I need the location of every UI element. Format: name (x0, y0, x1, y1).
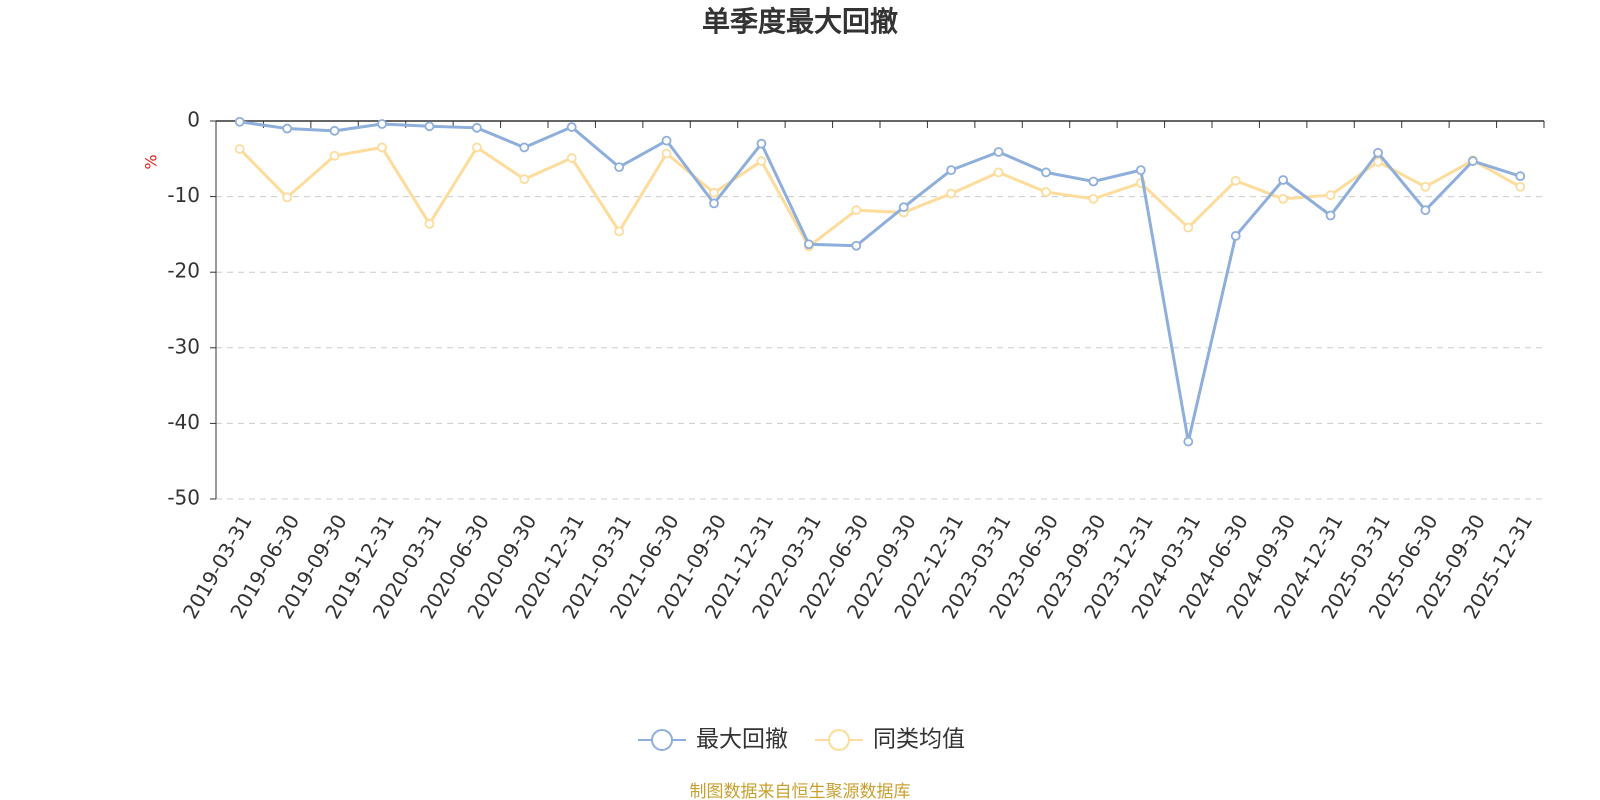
data-point (519, 142, 530, 153)
data-point (756, 138, 767, 149)
data-point (1325, 190, 1336, 200)
data-point (1515, 171, 1526, 182)
data-point (471, 142, 482, 153)
data-point (993, 167, 1004, 178)
y-tick-label: -50 (167, 486, 200, 510)
data-point (1515, 181, 1526, 192)
y-axis-label: % (142, 154, 161, 169)
data-point (709, 198, 719, 209)
legend-marker (651, 729, 673, 751)
data-point (566, 122, 577, 132)
chart-title: 单季度最大回撤 (702, 5, 898, 38)
data-point (1041, 187, 1051, 197)
y-tick-label: 0 (187, 108, 200, 132)
data-point (1373, 147, 1383, 158)
data-point (946, 165, 957, 176)
data-point (377, 142, 387, 153)
data-point (851, 205, 862, 216)
series-line (239, 120, 1521, 442)
y-tick-label: -30 (167, 334, 200, 358)
data-point (471, 122, 482, 133)
data-point (1420, 205, 1431, 216)
data-point (329, 125, 340, 136)
data-point (282, 123, 293, 134)
data-point (1467, 156, 1478, 166)
data-point (1183, 436, 1194, 447)
data-point (282, 192, 293, 203)
data-point (424, 218, 435, 229)
data-point (1325, 210, 1336, 221)
data-point (898, 202, 909, 213)
data-point (234, 116, 245, 127)
data-point (377, 119, 387, 129)
data-point (709, 187, 719, 198)
data-point (756, 156, 767, 166)
data-point (1088, 193, 1099, 204)
data-point (661, 135, 672, 146)
data-point (1278, 175, 1289, 185)
legend-label: 同类均值 (873, 727, 965, 753)
data-point (614, 162, 625, 173)
data-point (424, 121, 435, 132)
y-tick-label: -20 (167, 259, 200, 283)
y-tick-label: -40 (167, 410, 200, 434)
data-point (946, 188, 957, 199)
legend-marker (828, 729, 850, 751)
data-point (234, 144, 245, 154)
data-point (661, 148, 672, 159)
data-point (1420, 181, 1431, 192)
data-point (614, 226, 625, 237)
data-point (1230, 231, 1241, 241)
y-tick-label: -10 (167, 183, 200, 207)
source-note: 制图数据来自恒生聚源数据库 (690, 782, 911, 800)
data-point (1135, 165, 1146, 176)
data-point (803, 239, 814, 250)
data-point (1278, 193, 1289, 204)
data-point (1230, 175, 1241, 186)
data-point (566, 153, 577, 163)
data-point (851, 240, 862, 251)
data-point (329, 150, 340, 161)
data-point (993, 147, 1004, 157)
data-point (519, 174, 530, 185)
data-point (1088, 176, 1099, 187)
data-point (1373, 156, 1383, 167)
data-point (1183, 222, 1194, 233)
legend-label: 最大回撤 (696, 727, 788, 753)
data-point (1041, 167, 1051, 178)
